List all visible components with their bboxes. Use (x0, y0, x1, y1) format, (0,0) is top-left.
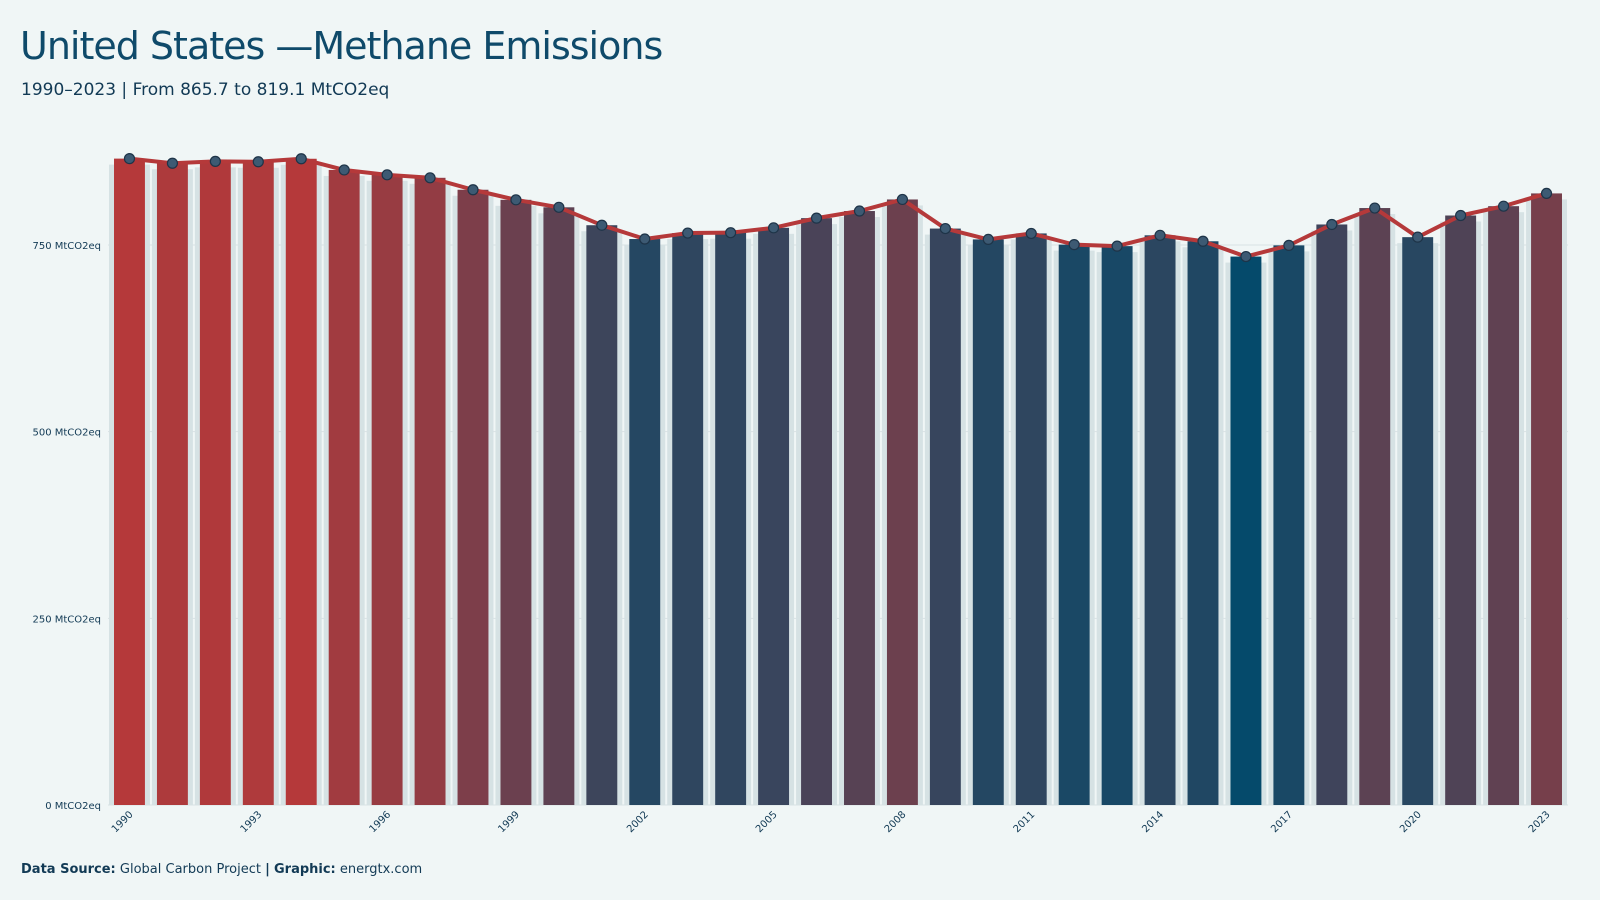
bar-2009 (929, 228, 961, 805)
bar-1997 (414, 177, 446, 806)
bar-1991 (156, 163, 188, 806)
x-tick-label: 2011 (1012, 809, 1038, 835)
point-1993 (252, 156, 264, 168)
point-2014 (1154, 229, 1166, 241)
point-2002 (639, 233, 651, 245)
x-tick-label: 2014 (1140, 809, 1166, 835)
bar-2005 (758, 227, 790, 805)
x-tick-label: 2002 (625, 809, 651, 835)
bar-2015 (1187, 241, 1219, 805)
bar-2020 (1402, 237, 1434, 805)
point-2019 (1369, 202, 1381, 214)
x-tick-label: 2008 (883, 809, 909, 835)
bar-2022 (1488, 206, 1520, 805)
bar-2007 (844, 211, 875, 805)
point-2005 (767, 222, 780, 234)
y-tick-label: 0 MtCO2eq (45, 801, 101, 812)
chart-caption: Data Source: Global Carbon Project | Gra… (21, 862, 422, 877)
point-2023 (1540, 187, 1553, 200)
bar-1994 (285, 158, 317, 805)
point-1999 (510, 194, 522, 206)
bar-2001 (586, 225, 618, 806)
point-2008 (896, 193, 909, 206)
bar-1993 (242, 161, 274, 805)
bar-2014 (1144, 235, 1176, 805)
source-label: Data Source: (21, 862, 116, 877)
bar-2006 (801, 218, 832, 805)
point-2016 (1240, 250, 1252, 263)
bar-2021 (1445, 215, 1477, 806)
bar-2011 (1015, 233, 1047, 806)
x-tick-label: 2017 (1269, 809, 1295, 835)
y-tick-label: 500 MtCO2eq (32, 428, 101, 439)
point-1995 (338, 164, 350, 176)
bar-2003 (672, 233, 704, 805)
bar-2019 (1359, 208, 1391, 806)
x-tick-label: 1993 (239, 809, 265, 835)
bar-1999 (500, 199, 532, 805)
bar-2018 (1316, 224, 1348, 805)
point-2004 (725, 227, 737, 239)
source-value: Global Carbon Project (119, 862, 261, 877)
point-2010 (982, 233, 994, 245)
y-tick-label: 250 MtCO2eq (32, 614, 101, 625)
point-1994 (295, 153, 307, 165)
bar-2000 (543, 207, 575, 805)
x-tick-label: 1990 (110, 809, 136, 835)
point-2000 (553, 201, 565, 213)
x-tick-label: 2020 (1398, 809, 1424, 835)
bar-2004 (715, 232, 747, 805)
point-2021 (1455, 209, 1467, 222)
point-2003 (682, 227, 694, 239)
point-1997 (424, 172, 436, 184)
x-tick-label: 2005 (754, 809, 780, 835)
point-2018 (1326, 218, 1338, 231)
point-1992 (209, 155, 221, 167)
bar-2002 (629, 239, 661, 805)
graphic-label: Graphic: (273, 862, 336, 877)
point-2013 (1111, 240, 1123, 252)
x-tick-label: 1996 (367, 809, 393, 835)
point-2006 (810, 212, 823, 224)
point-2009 (939, 222, 951, 235)
point-2012 (1068, 239, 1080, 251)
bar-1992 (199, 161, 231, 805)
point-1996 (381, 169, 393, 181)
point-2015 (1197, 235, 1209, 247)
point-2001 (596, 219, 608, 231)
bar-2017 (1273, 245, 1305, 805)
series-line (127, 156, 1549, 259)
bar-2012 (1058, 244, 1090, 806)
bar-2016 (1230, 256, 1262, 805)
chart-subtitle: 1990–2023 | From 865.7 to 819.1 MtCO2eq (21, 80, 390, 100)
caption-separator: | (265, 862, 270, 877)
point-2022 (1497, 200, 1510, 212)
point-2007 (853, 205, 866, 217)
bar-1996 (371, 174, 403, 805)
bar-2023 (1531, 193, 1562, 805)
bar-2008 (886, 199, 918, 805)
point-2020 (1412, 231, 1424, 243)
bar-2013 (1101, 246, 1133, 805)
bar-1990 (114, 158, 145, 806)
point-2017 (1283, 239, 1295, 251)
point-1990 (123, 153, 136, 165)
graphic-value: energtx.com (339, 862, 423, 877)
bar-1998 (457, 189, 489, 805)
point-2011 (1025, 227, 1037, 240)
y-tick-label: 750 MtCO2eq (32, 241, 101, 252)
point-1998 (467, 184, 479, 196)
chart-title: United States —Methane Emissions (20, 24, 663, 68)
bar-1995 (328, 169, 360, 805)
x-tick-label: 2023 (1527, 809, 1553, 835)
x-tick-label: 1999 (496, 809, 522, 835)
point-1991 (166, 157, 179, 169)
bar-2010 (972, 239, 1004, 805)
